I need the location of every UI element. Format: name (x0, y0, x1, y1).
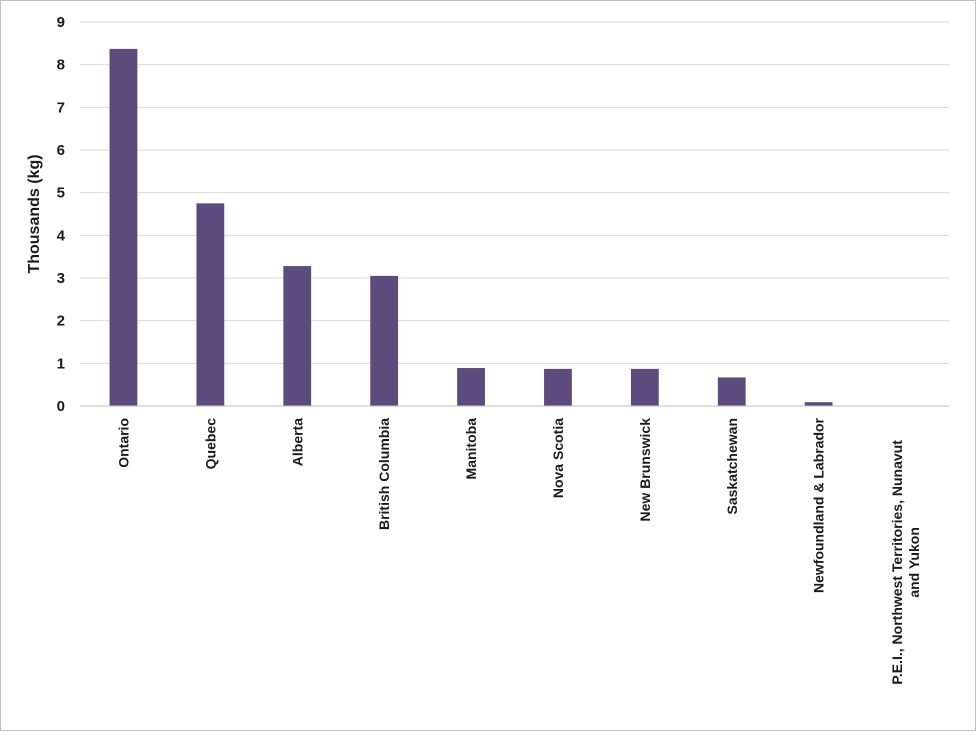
y-tick-label: 0 (57, 398, 65, 415)
bar (630, 368, 659, 406)
bar (544, 368, 572, 406)
y-tick-label: 8 (57, 57, 65, 74)
x-category-label: New Brunswick (637, 418, 653, 522)
x-category-label: Manitoba (463, 418, 479, 480)
y-tick-label: 4 (57, 227, 66, 244)
x-category-label: Saskatchewan (724, 418, 740, 515)
y-tick-label: 7 (57, 99, 65, 116)
x-category-label: British Columbia (376, 418, 392, 530)
x-category-label: Ontario (115, 418, 131, 468)
x-category-label: P.E.I., Northwest Territories, Nunavutan… (889, 440, 922, 685)
bar (804, 402, 833, 406)
bar (109, 48, 138, 406)
bar (283, 266, 312, 406)
bar (370, 275, 399, 406)
y-tick-labels: 0 1 2 3 4 5 6 7 8 9 (57, 14, 66, 415)
y-tick-label: 2 (57, 313, 65, 330)
bar (717, 377, 746, 406)
y-tick-label: 5 (57, 185, 65, 202)
x-category-label: Nova Scotia (550, 418, 566, 498)
y-axis-label: Thousands (kg) (26, 154, 43, 273)
y-tick-label: 1 (57, 355, 65, 372)
x-category-labels: Ontario Quebec Alberta British Columbia Mani… (115, 417, 922, 684)
y-tick-label: 9 (57, 14, 65, 31)
gridlines (80, 21, 949, 364)
x-category-label: Quebec (202, 418, 218, 470)
y-tick-label: 3 (57, 270, 65, 287)
y-tick-label: 6 (57, 142, 65, 159)
x-category-label: Newfoundland & Labrador (811, 417, 827, 593)
bars (109, 48, 833, 406)
bar (196, 203, 225, 406)
bar (457, 368, 485, 406)
x-category-label: Alberta (289, 418, 305, 466)
